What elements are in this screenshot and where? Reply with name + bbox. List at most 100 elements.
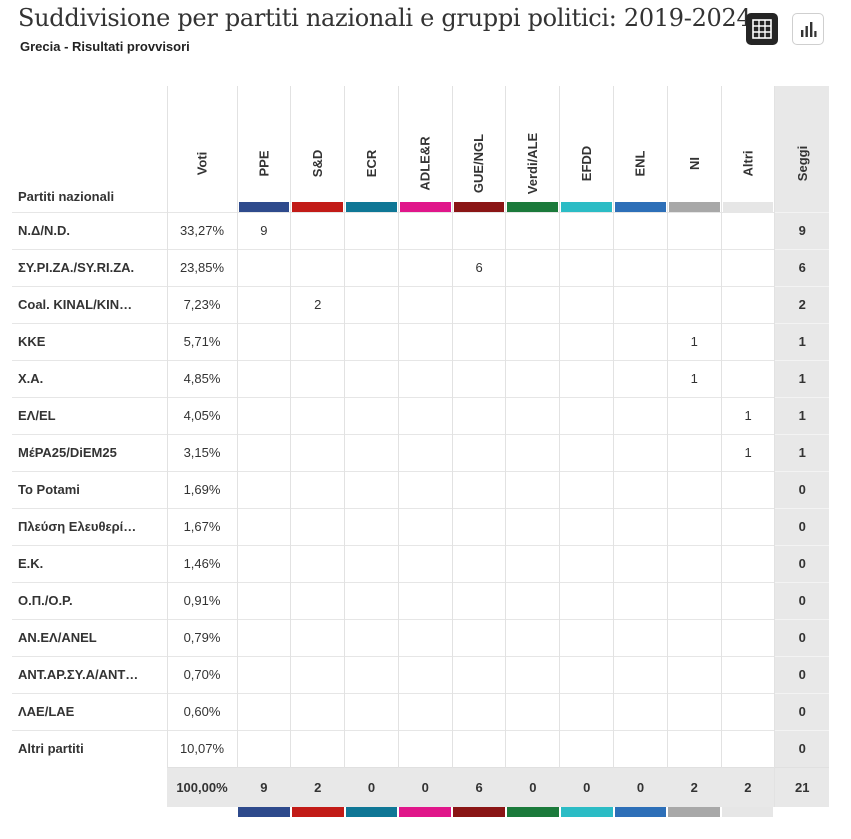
party-seats: 0 [774, 581, 829, 619]
column-header-group[interactable]: S&D [290, 86, 345, 212]
group-seats-cell [397, 285, 453, 323]
group-color-bar [453, 201, 505, 212]
group-seats-cell [236, 322, 291, 360]
group-seats-cell [666, 433, 722, 471]
table-row: ΕΛ/EL 4,05% 1 1 [12, 396, 829, 434]
group-seats-cell [451, 396, 506, 434]
group-color-bar [507, 201, 559, 212]
column-header-party[interactable]: Partiti nazionali [18, 188, 115, 204]
group-total: 0 [559, 766, 614, 817]
group-seats-cell [559, 470, 614, 508]
party-seats: 0 [774, 470, 829, 508]
group-seats-cell [451, 507, 506, 545]
group-color-bar [345, 807, 398, 817]
party-votes: 1,67% [166, 507, 237, 545]
group-seats-cell [451, 433, 506, 471]
group-seats-cell [559, 433, 614, 471]
group-seats-cell [505, 211, 560, 249]
table-row: Altri partiti 10,07% 0 [12, 729, 829, 767]
group-seats-cell [666, 618, 722, 656]
group-seats-cell [720, 655, 775, 693]
page-subtitle: Grecia - Risultati provvisori [20, 39, 190, 54]
group-color-bar [238, 807, 290, 817]
column-header-group[interactable]: Verdi/ALE [505, 86, 560, 212]
column-header-votes-label: Voti [194, 151, 210, 176]
totals-votes: 100,00% [167, 766, 237, 807]
column-header-group[interactable]: ECR [344, 86, 399, 212]
group-seats-cell [236, 396, 291, 434]
group-seats-cell [451, 544, 506, 582]
group-seats-cell [559, 655, 614, 693]
column-header-group[interactable]: Altri [720, 86, 775, 212]
group-seats-cell [559, 396, 614, 434]
group-total: 0 [398, 766, 453, 817]
group-seats-cell [720, 692, 775, 730]
group-seats-cell [290, 433, 345, 471]
column-header-group[interactable]: EFDD [559, 86, 614, 212]
column-header-group[interactable]: PPE [236, 86, 291, 212]
group-total-value: 0 [583, 779, 591, 795]
group-seats-cell [344, 655, 399, 693]
group-seats-cell [397, 470, 453, 508]
column-header-seats[interactable]: Seggi [774, 86, 829, 212]
group-total-value: 2 [744, 779, 752, 795]
group-seats-cell [613, 655, 668, 693]
group-seats-cell [720, 359, 775, 397]
group-seats-cell [559, 507, 614, 545]
group-color-bar [615, 201, 666, 212]
group-seats-cell [397, 655, 453, 693]
group-seats-cell [613, 433, 668, 471]
totals-blank-cell [12, 767, 167, 807]
column-header-group[interactable]: NI [666, 86, 722, 212]
group-seats-cell [451, 359, 506, 397]
party-votes: 10,07% [166, 729, 237, 767]
group-seats-cell [290, 359, 345, 397]
group-seats-cell [451, 470, 506, 508]
column-header-group[interactable]: ADLE&R [397, 86, 453, 212]
group-seats-cell [613, 285, 668, 323]
group-label: Altri [740, 150, 756, 177]
party-seats: 0 [774, 655, 829, 693]
group-seats-cell [344, 322, 399, 360]
group-seats-cell [451, 581, 506, 619]
group-total-value: 0 [367, 779, 376, 795]
group-seats-cell [236, 285, 291, 323]
group-seats-cell [559, 544, 614, 582]
group-seats-cell [613, 729, 668, 767]
group-seats-cell [236, 470, 291, 508]
group-color-bar [722, 201, 774, 212]
group-seats-cell [290, 618, 345, 656]
table-row: Ο.Π./O.P. 0,91% 0 [12, 581, 829, 619]
group-seats-cell [720, 618, 775, 656]
column-header-group[interactable]: GUE/NGL [451, 86, 506, 212]
group-seats-cell [559, 581, 614, 619]
table-row: ΣΥ.ΡΙ.ΖΑ./SY.RI.ZA. 23,85% 6 6 [12, 248, 829, 286]
group-total: 0 [613, 766, 668, 817]
column-header-group[interactable]: ENL [613, 86, 668, 212]
group-seats-cell [236, 507, 291, 545]
table-row: ΑΝ.ΕΛ/ANEL 0,79% 0 [12, 618, 829, 656]
group-seats-cell [720, 285, 775, 323]
chart-view-button[interactable] [792, 13, 824, 45]
group-seats-cell [720, 729, 775, 767]
group-seats-cell [505, 544, 560, 582]
group-label: NI [686, 157, 702, 170]
party-votes: 7,23% [166, 285, 237, 323]
group-seats-cell [666, 581, 722, 619]
group-seats-cell [236, 729, 291, 767]
party-name: To Potami [12, 470, 167, 508]
party-seats: 0 [774, 692, 829, 730]
party-votes: 33,27% [166, 211, 237, 249]
column-header-votes[interactable]: Voti [166, 86, 237, 212]
table-view-button[interactable] [746, 13, 778, 45]
group-seats-cell [451, 692, 506, 730]
table-body: N.Δ/N.D. 33,27% 9 9 ΣΥ.ΡΙ.ΖΑ./SY.RI.ZA. 23,85… [12, 211, 829, 767]
table-row: ΜέΡΑ25/DiEM25 3,15% 1 1 [12, 433, 829, 471]
group-color-bar [561, 201, 613, 212]
group-seats-cell: 1 [666, 322, 722, 360]
group-seats-cell [666, 692, 722, 730]
group-seats-cell [397, 581, 453, 619]
group-label: ENL [632, 150, 648, 177]
group-seats-cell [559, 285, 614, 323]
group-label: EFDD [579, 145, 595, 182]
